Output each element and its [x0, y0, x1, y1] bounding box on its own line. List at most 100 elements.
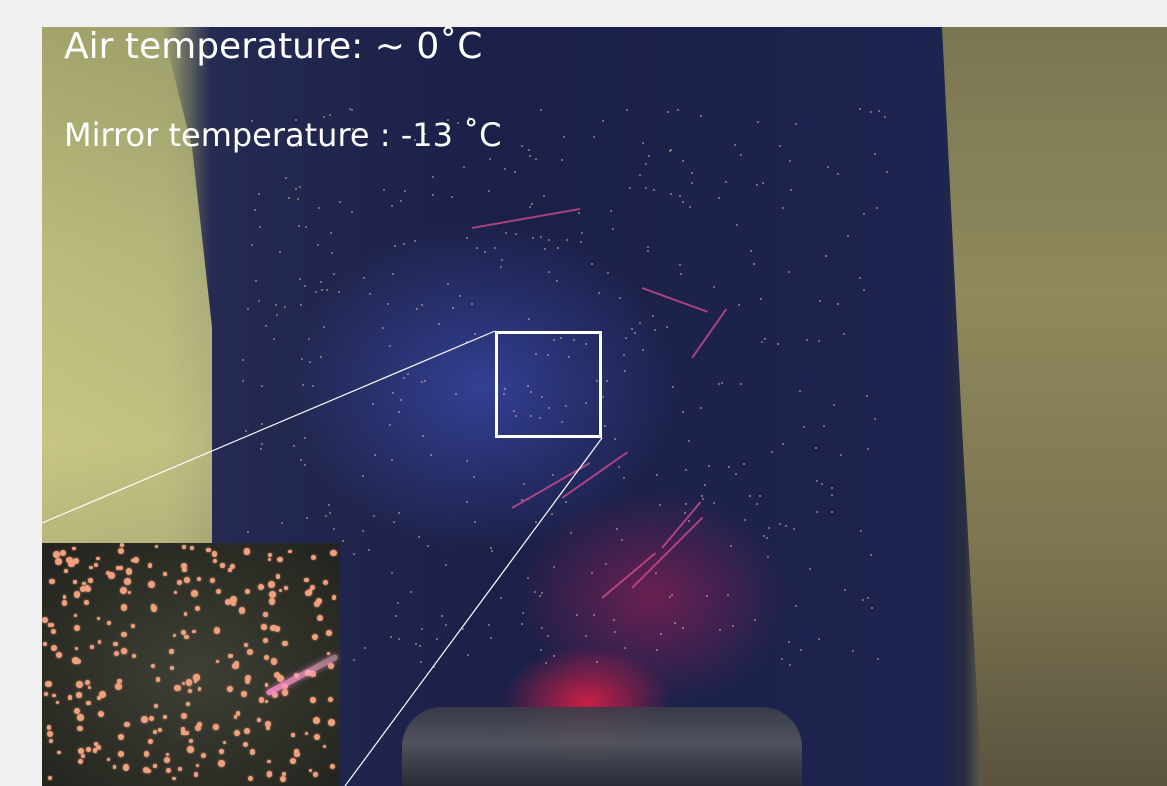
frost-speckle — [487, 190, 490, 193]
frost-speckle — [768, 527, 771, 530]
frost-speckle — [351, 211, 354, 214]
frost-speckle — [551, 474, 554, 477]
frost-droplet — [163, 572, 168, 577]
frost-droplet — [183, 730, 189, 736]
frost-speckle — [654, 571, 657, 574]
frost-speckle — [818, 637, 821, 640]
frost-droplet — [42, 617, 48, 624]
frost-droplet — [294, 751, 300, 758]
frost-droplet — [50, 644, 57, 651]
frost-speckle — [362, 529, 365, 532]
frost-droplet — [197, 687, 202, 691]
frost-speckle — [735, 472, 738, 475]
frost-speckle — [324, 514, 327, 517]
frost-speckle — [756, 120, 759, 123]
frost-speckle — [595, 380, 598, 383]
frost-speckle — [573, 338, 576, 341]
frost-droplet — [180, 562, 188, 570]
frost-speckle — [254, 280, 257, 283]
frost-droplet — [169, 649, 174, 654]
frost-droplet — [193, 772, 198, 777]
frost-speckle — [329, 512, 332, 515]
frost-droplet — [325, 629, 332, 636]
frost-speckle — [356, 135, 359, 138]
frost-droplet — [147, 562, 153, 568]
frost-speckle — [875, 206, 878, 209]
frost-speckle — [633, 331, 636, 334]
frost-speckle — [641, 348, 644, 351]
frost-droplet — [153, 730, 158, 735]
frost-speckle — [548, 406, 551, 409]
frost-droplet — [189, 545, 195, 551]
frost-speckle — [275, 304, 278, 306]
frost-droplet — [310, 697, 317, 704]
frost-speckle — [591, 572, 594, 575]
frost-droplet — [312, 716, 320, 724]
frost-speckle — [398, 411, 401, 414]
frost-droplet — [328, 719, 336, 726]
frost-speckle — [531, 237, 534, 240]
frost-droplet — [94, 742, 99, 747]
frost-speckle — [250, 244, 253, 247]
frost-droplet — [133, 556, 140, 563]
bottom-fixture — [402, 707, 802, 786]
frost-speckle — [687, 519, 690, 522]
frost-speckle — [859, 277, 862, 279]
frost-speckle — [869, 554, 872, 557]
frost-speckle — [466, 236, 469, 239]
frost-droplet — [118, 750, 124, 757]
frost-droplet — [62, 595, 67, 599]
frost-droplet — [182, 567, 188, 573]
frost-droplet — [112, 765, 117, 769]
frost-droplet — [218, 760, 226, 768]
frost-speckle — [466, 460, 469, 463]
frost-droplet — [243, 642, 249, 648]
frost-speckle — [390, 205, 393, 208]
frost-speckle — [483, 250, 486, 253]
frost-droplet — [196, 721, 203, 728]
frost-droplet — [275, 574, 280, 579]
frost-speckle — [799, 649, 802, 652]
frost-speckle — [742, 462, 745, 465]
frost-droplet — [233, 715, 238, 719]
frost-speckle — [878, 109, 881, 112]
frost-droplet — [172, 634, 176, 638]
frost-speckle — [489, 157, 492, 160]
frost-speckle — [646, 245, 649, 248]
frost-speckle — [673, 621, 676, 624]
frost-droplet — [267, 759, 271, 764]
frost-droplet — [169, 665, 175, 671]
frost-speckle — [242, 379, 245, 382]
frost-droplet — [90, 645, 95, 650]
frost-speckle — [326, 289, 329, 292]
frost-speckle — [749, 495, 752, 498]
frost-speckle — [784, 525, 787, 528]
frost-speckle — [514, 415, 517, 418]
frost-speckle — [790, 188, 793, 191]
frost-speckle — [416, 308, 419, 311]
frost-droplet — [107, 621, 112, 626]
frost-speckle — [743, 519, 746, 522]
frost-speckle — [837, 302, 840, 305]
frost-speckle — [859, 108, 862, 111]
frost-speckle — [410, 590, 413, 593]
frost-speckle — [700, 495, 703, 498]
frost-droplet — [195, 605, 201, 611]
frost-speckle — [759, 494, 762, 497]
frost-speckle — [526, 384, 529, 387]
frost-droplet — [238, 607, 246, 614]
frost-droplet — [265, 699, 269, 704]
frost-speckle — [530, 414, 533, 417]
frost-droplet — [150, 604, 158, 612]
frost-speckle — [788, 641, 791, 644]
frost-speckle — [512, 410, 515, 413]
frost-speckle — [620, 538, 623, 541]
frost-speckle — [535, 520, 538, 523]
frost-droplet — [141, 716, 149, 724]
frost-droplet — [227, 686, 233, 692]
frost-speckle — [397, 602, 400, 605]
frost-droplet — [80, 585, 87, 592]
frost-droplet — [113, 650, 120, 657]
frost-droplet — [329, 763, 335, 769]
frost-speckle — [656, 473, 659, 476]
